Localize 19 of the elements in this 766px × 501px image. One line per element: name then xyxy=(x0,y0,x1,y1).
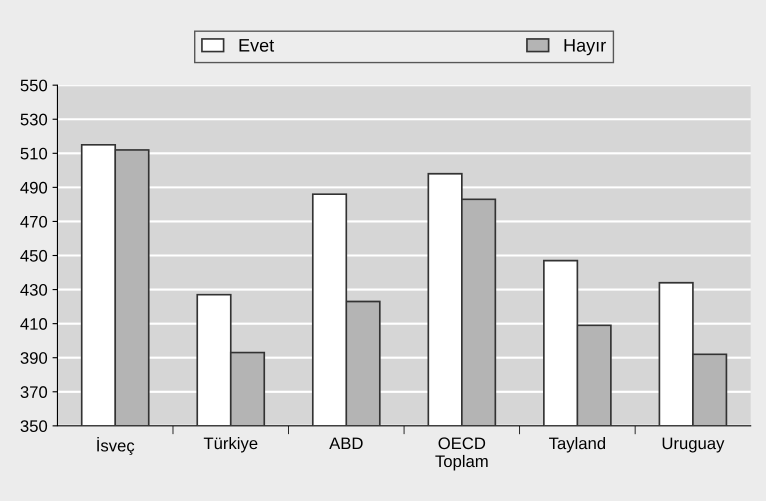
y-tick-label: 490 xyxy=(20,182,48,194)
x-tick-label: Tayland xyxy=(549,436,606,452)
y-tick-label: 430 xyxy=(20,284,48,296)
legend-label: Evet xyxy=(240,39,274,52)
y-tick-label: 510 xyxy=(20,148,48,160)
x-tick-label: İsveç xyxy=(97,436,134,455)
x-tick-label: OECD Toplam xyxy=(435,437,488,470)
y-tick-label: 550 xyxy=(20,80,48,92)
y-tick-label: 470 xyxy=(20,216,48,228)
legend-label: Hayır xyxy=(564,39,606,56)
y-tick-label: 370 xyxy=(20,386,48,398)
x-tick-label: ABD xyxy=(329,438,363,450)
y-tick-label: 410 xyxy=(20,318,48,330)
y-tick-label: 350 xyxy=(20,420,48,432)
y-tick-label: 390 xyxy=(20,352,48,364)
y-tick-label: 530 xyxy=(20,114,48,126)
y-tick-label: 450 xyxy=(20,250,48,262)
x-tick-label: Uruguay xyxy=(662,438,724,452)
x-tick-label: Türkiye xyxy=(204,436,258,452)
